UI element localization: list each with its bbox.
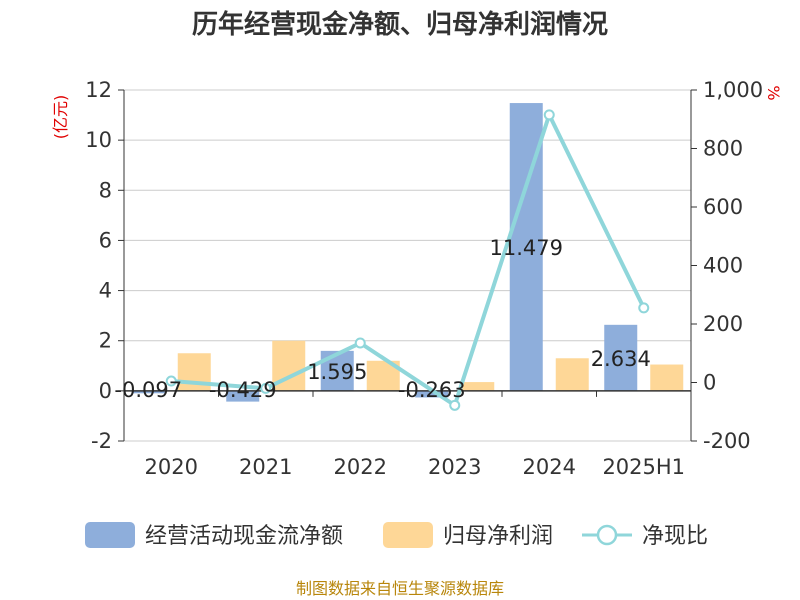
x-tick-label: 2021 — [239, 455, 292, 479]
bar-1-2025H1 — [650, 364, 684, 391]
data-labels: -0.097 -0.429 1.595 -0.263 11.479 2.634 — [114, 236, 650, 402]
left-tick-label: 2 — [99, 329, 112, 353]
bar-series — [131, 103, 684, 402]
right-axis-unit: % — [764, 85, 783, 100]
right-tick-label: 200 — [703, 312, 743, 336]
legend-marker — [596, 524, 618, 546]
legend-label: 归母净利润 — [443, 524, 553, 549]
legend: 经营活动现金流净额 归母净利润 净现比 — [85, 522, 708, 549]
data-label-2025H1: 2.634 — [591, 347, 651, 371]
data-label-2020: -0.097 — [114, 378, 182, 402]
right-tick-label: 600 — [703, 195, 743, 219]
left-tick-label: 12 — [85, 78, 112, 102]
x-tick-label: 2025H1 — [602, 455, 685, 479]
line-point-2022 — [354, 337, 366, 349]
right-tick-label: 800 — [703, 137, 743, 161]
right-axis-ticks: -200 0 200 400 600 800 1,000 — [691, 78, 763, 453]
bar-0-2020 — [131, 390, 165, 394]
right-tick-label: 400 — [703, 254, 743, 278]
x-axis-ticks: 2020 2021 2022 2023 2024 2025H1 — [145, 455, 686, 479]
right-tick-label: 0 — [703, 371, 716, 395]
line-point-2020 — [165, 375, 177, 387]
bar-1-2024 — [555, 358, 589, 391]
data-label-2024: 11.479 — [490, 236, 563, 260]
x-tick-label: 2024 — [523, 455, 576, 479]
legend-swatch — [85, 522, 135, 548]
data-label-2022: 1.595 — [307, 360, 367, 384]
legend-label: 净现比 — [642, 524, 708, 549]
source-note: 制图数据来自恒生聚源数据库 — [296, 579, 504, 598]
left-axis-ticks: -2 0 2 4 6 8 10 12 — [85, 78, 124, 453]
bar-0-2025H1 — [604, 324, 638, 391]
x-tick-label: 2022 — [334, 455, 387, 479]
line-point-2023 — [449, 399, 461, 411]
line-point-2021 — [260, 382, 272, 394]
left-axis-unit: (亿元) — [51, 95, 70, 140]
line-series — [165, 109, 650, 411]
bar-0-2023 — [415, 390, 449, 398]
bar-0-2021 — [226, 390, 260, 402]
line-point-2025H1 — [638, 302, 650, 314]
x-tick-label: 2023 — [428, 455, 481, 479]
legend-label: 经营活动现金流净额 — [145, 524, 343, 549]
data-label-2023: -0.263 — [398, 378, 466, 402]
line-point-2024 — [543, 109, 555, 121]
left-tick-label: 0 — [99, 379, 112, 403]
left-tick-label: -2 — [91, 429, 112, 453]
line-path — [171, 109, 646, 409]
left-tick-label: 4 — [99, 279, 112, 303]
chart-title: 历年经营现金净额、归母净利润情况 — [192, 9, 608, 40]
x-tick-label: 2020 — [145, 455, 198, 479]
legend-swatch — [383, 522, 433, 548]
left-tick-label: 10 — [85, 128, 112, 152]
data-label-2021: -0.429 — [209, 378, 277, 402]
left-tick-label: 8 — [99, 178, 112, 202]
left-tick-label: 6 — [99, 228, 112, 252]
right-tick-label: -200 — [703, 429, 751, 453]
right-tick-label: 1,000 — [703, 78, 763, 102]
bar-1-2023 — [461, 382, 495, 391]
